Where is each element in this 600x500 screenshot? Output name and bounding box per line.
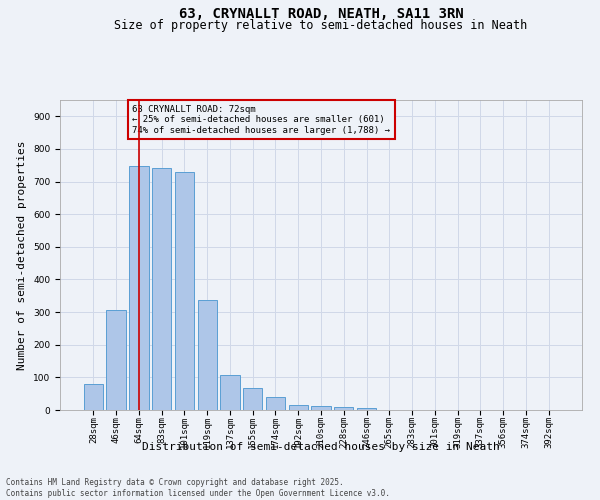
Bar — [84, 384, 103, 410]
Bar — [266, 397, 285, 410]
Bar — [289, 405, 308, 410]
Bar — [106, 310, 126, 410]
Bar — [152, 168, 172, 410]
Bar — [129, 166, 149, 410]
Bar — [334, 406, 353, 410]
Text: 63, CRYNALLT ROAD, NEATH, SA11 3RN: 63, CRYNALLT ROAD, NEATH, SA11 3RN — [179, 8, 463, 22]
Bar — [243, 388, 262, 410]
Bar — [357, 408, 376, 410]
Bar — [175, 172, 194, 410]
Bar — [220, 375, 239, 410]
Text: 63 CRYNALLT ROAD: 72sqm
← 25% of semi-detached houses are smaller (601)
74% of s: 63 CRYNALLT ROAD: 72sqm ← 25% of semi-de… — [132, 105, 390, 134]
Bar — [311, 406, 331, 410]
Bar — [197, 300, 217, 410]
Text: Contains HM Land Registry data © Crown copyright and database right 2025.
Contai: Contains HM Land Registry data © Crown c… — [6, 478, 390, 498]
Text: Size of property relative to semi-detached houses in Neath: Size of property relative to semi-detach… — [115, 18, 527, 32]
Text: Distribution of semi-detached houses by size in Neath: Distribution of semi-detached houses by … — [142, 442, 500, 452]
Y-axis label: Number of semi-detached properties: Number of semi-detached properties — [17, 140, 28, 370]
